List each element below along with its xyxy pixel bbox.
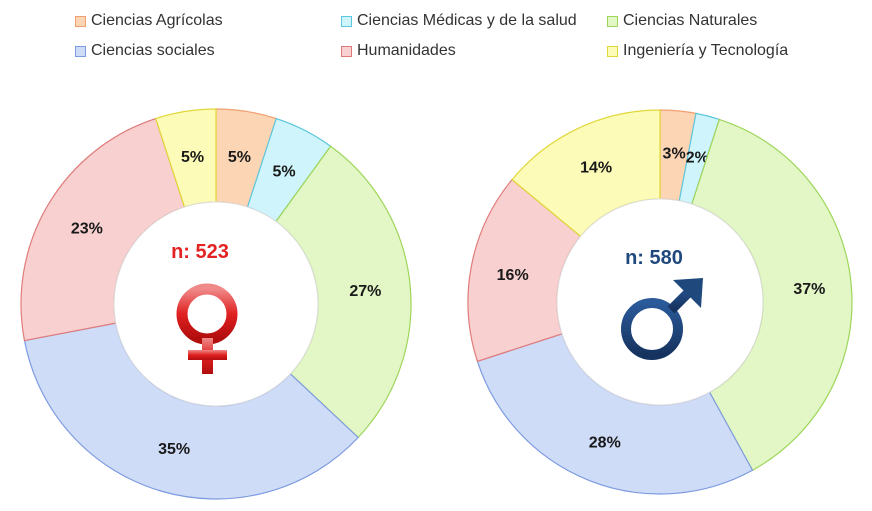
legend-swatch bbox=[341, 15, 352, 27]
legend-item-ciencias-naturales: Ciencias Naturales bbox=[607, 11, 757, 31]
donut-chart-female: 5% 5% 27% 35% 23% 5% bbox=[20, 108, 412, 500]
male-symbol-icon bbox=[621, 278, 703, 360]
slice-label-ingenieria-y-tecnologia: 5% bbox=[181, 149, 204, 166]
legend-swatch bbox=[607, 15, 618, 27]
legend-label: Ciencias Médicas y de la salud bbox=[357, 12, 577, 29]
legend-swatch bbox=[75, 45, 86, 57]
slice-label-ciencias-naturales: 27% bbox=[349, 283, 381, 300]
center-label-female: n: 523 bbox=[171, 241, 229, 263]
legend-swatch bbox=[607, 45, 618, 57]
legend-item-ciencias-medicas: Ciencias Médicas y de la salud bbox=[341, 11, 577, 31]
donut-hole bbox=[113, 201, 319, 407]
legend-label: Ciencias Agrícolas bbox=[91, 12, 223, 29]
female-symbol-icon bbox=[176, 283, 238, 374]
slice-label-ciencias-agricolas: 3% bbox=[663, 146, 686, 163]
legend-item-ciencias-sociales: Ciencias sociales bbox=[75, 41, 215, 61]
legend-item-ciencias-agricolas: Ciencias Agrícolas bbox=[75, 11, 223, 31]
slice-label-ingenieria-y-tecnologia: 14% bbox=[580, 159, 612, 176]
slice-label-humanidades: 23% bbox=[71, 221, 103, 238]
slice-label-humanidades: 16% bbox=[497, 267, 529, 284]
legend-label: Humanidades bbox=[357, 42, 456, 59]
donut-chart-male: 3% 2% 37% 28% 16% 14% bbox=[467, 109, 853, 495]
slice-label-ciencias-medicas-y-de-la-salud: 5% bbox=[273, 163, 296, 180]
slice-label-ciencias-sociales: 35% bbox=[158, 441, 190, 458]
legend-label: Ciencias sociales bbox=[91, 42, 215, 59]
slice-label-ciencias-naturales: 37% bbox=[793, 281, 825, 298]
legend-item-ingenieria-tecnologia: Ingeniería y Tecnología bbox=[607, 41, 788, 61]
legend-label: Ingeniería y Tecnología bbox=[623, 42, 789, 59]
slice-label-ciencias-sociales: 28% bbox=[589, 434, 621, 451]
legend-item-humanidades: Humanidades bbox=[341, 41, 456, 61]
slice-label-ciencias-agricolas: 5% bbox=[228, 149, 251, 166]
legend-swatch bbox=[75, 15, 86, 27]
legend-label: Ciencias Naturales bbox=[623, 12, 758, 29]
slice-label-ciencias-medicas-y-de-la-salud: 2% bbox=[686, 150, 709, 167]
legend-swatch bbox=[341, 45, 352, 57]
center-label-male: n: 580 bbox=[625, 247, 683, 269]
chart-legend: Ciencias Agrícolas Ciencias Médicas y de… bbox=[0, 0, 872, 80]
